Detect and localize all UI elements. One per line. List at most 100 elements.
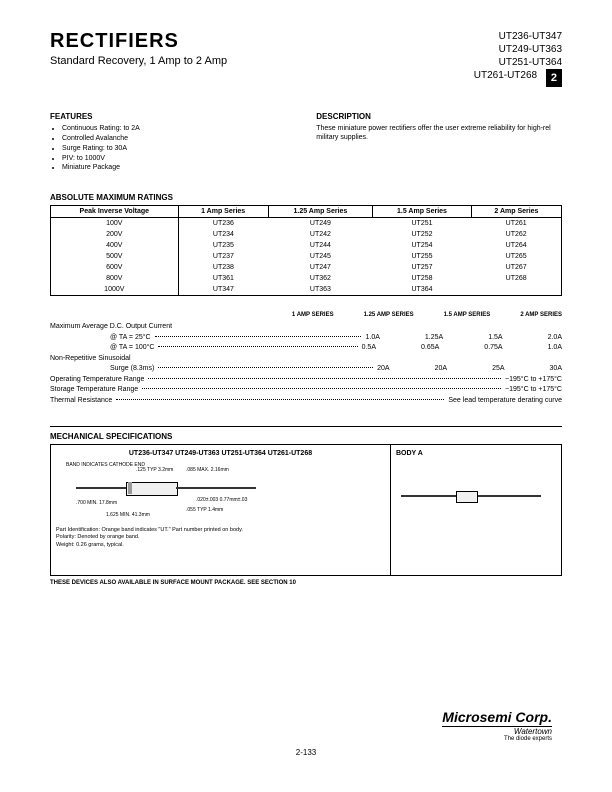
features-heading: FEATURES xyxy=(50,112,296,121)
spec-value: 1.0A xyxy=(548,343,562,354)
table-header: 1.5 Amp Series xyxy=(373,206,472,218)
table-cell: 200V xyxy=(51,229,179,240)
table-cell: UT364 xyxy=(373,284,472,296)
table-cell: UT265 xyxy=(471,251,561,262)
table-header: 2 Amp Series xyxy=(471,206,561,218)
table-cell: UT247 xyxy=(268,262,372,273)
spec-value: 25A xyxy=(492,364,504,375)
table-row: 400VUT235UT244UT254UT264 xyxy=(51,240,562,251)
table-cell: UT254 xyxy=(373,240,472,251)
mechanical-diagram-right: BODY A xyxy=(391,445,561,575)
page-number: 2-133 xyxy=(296,748,316,757)
spec-value: 0.5A xyxy=(362,343,376,354)
series-header: 1.5 AMP SERIES xyxy=(444,311,491,320)
series-header: 1 AMP SERIES xyxy=(292,311,334,320)
dimension: .700 MIN. 17.8mm xyxy=(76,500,117,506)
table-cell xyxy=(471,284,561,296)
spec-value: 0.75A xyxy=(484,343,502,354)
spec-label: Thermal Resistance xyxy=(50,396,112,407)
spec-label: Operating Temperature Range xyxy=(50,375,144,386)
spec-value: 1.0A xyxy=(365,333,379,344)
table-row: 200VUT234UT242UT252UT262 xyxy=(51,229,562,240)
table-cell: UT249 xyxy=(268,218,372,230)
table-cell: UT251 xyxy=(373,218,472,230)
part-range: UT249-UT363 xyxy=(474,43,562,56)
feature-item: PIV: to 1000V xyxy=(62,154,296,164)
table-row: 500VUT237UT245UT255UT265 xyxy=(51,251,562,262)
part-range: UT251-UT364 xyxy=(499,57,562,68)
table-cell: UT257 xyxy=(373,262,472,273)
company-name: Microsemi Corp. xyxy=(442,709,552,727)
dimension: .020±.003 0.77mm±.03 xyxy=(196,497,247,503)
dimension: .125 TYP 3.2mm xyxy=(136,467,173,473)
table-cell: UT261 xyxy=(471,218,561,230)
table-cell: UT258 xyxy=(373,273,472,284)
feature-item: Controlled Avalanche xyxy=(62,134,296,144)
table-cell: UT237 xyxy=(178,251,268,262)
dimension: 1.625 MIN. 41.3mm xyxy=(106,512,150,518)
features-list: Continuous Rating: to 2A Controlled Aval… xyxy=(50,124,296,173)
spec-label: Storage Temperature Range xyxy=(50,385,138,396)
section-badge: 2 xyxy=(546,69,562,87)
table-cell: 500V xyxy=(51,251,179,262)
spec-value: 2.0A xyxy=(548,333,562,344)
footer-note: THESE DEVICES ALSO AVAILABLE IN SURFACE … xyxy=(50,580,562,586)
table-row: 600VUT238UT247UT257UT267 xyxy=(51,262,562,273)
table-cell: 400V xyxy=(51,240,179,251)
mechanical-diagram-left: UT236-UT347 UT249-UT363 UT251-UT364 UT26… xyxy=(51,445,391,575)
spec-value: 1.25A xyxy=(425,333,443,344)
ratings-heading: ABSOLUTE MAXIMUM RATINGS xyxy=(50,193,562,202)
page-title: RECTIFIERS xyxy=(50,30,227,53)
part-range: UT261-UT268 xyxy=(474,70,537,81)
feature-item: Continuous Rating: to 2A xyxy=(62,124,296,134)
mech-note: Part Identification: Orange band indicat… xyxy=(56,527,385,534)
mech-header-left: UT236-UT347 UT249-UT363 UT251-UT364 UT26… xyxy=(56,450,385,457)
spec-value: 20A xyxy=(435,364,447,375)
band-label: BAND INDICATES CATHODE END xyxy=(66,462,145,468)
table-cell: UT245 xyxy=(268,251,372,262)
table-cell: UT255 xyxy=(373,251,472,262)
table-cell: 600V xyxy=(51,262,179,273)
spec-label: @ TA = 100°C xyxy=(50,343,154,354)
part-number-list: UT236-UT347 UT249-UT363 UT251-UT364 UT26… xyxy=(474,30,562,87)
table-cell: UT244 xyxy=(268,240,372,251)
table-cell: 100V xyxy=(51,218,179,230)
table-header: Peak Inverse Voltage xyxy=(51,206,179,218)
mech-header-right: BODY A xyxy=(396,450,556,457)
spec-label: Non-Repetitive Sinusoidal xyxy=(50,354,562,365)
table-cell: UT362 xyxy=(268,273,372,284)
mech-note: Weight: 0.26 grams, typical. xyxy=(56,542,385,549)
spec-value: 1.5A xyxy=(488,333,502,344)
company-location: Watertown xyxy=(442,727,552,736)
description-heading: DESCRIPTION xyxy=(316,112,562,121)
table-cell: UT252 xyxy=(373,229,472,240)
feature-item: Surge Rating: to 30A xyxy=(62,144,296,154)
spec-value: 20A xyxy=(377,364,389,375)
company-tagline: The diode experts xyxy=(442,736,552,742)
table-cell: 1000V xyxy=(51,284,179,296)
table-cell: UT267 xyxy=(471,262,561,273)
series-header: 2 AMP SERIES xyxy=(520,311,562,320)
table-cell: UT235 xyxy=(178,240,268,251)
company-logo: Microsemi Corp. Watertown The diode expe… xyxy=(442,709,552,742)
table-row: 100VUT236UT249UT251UT261 xyxy=(51,218,562,230)
table-cell: UT264 xyxy=(471,240,561,251)
spec-value: See lead temperature derating curve xyxy=(448,396,562,407)
spec-label: Maximum Average D.C. Output Current xyxy=(50,322,562,333)
table-cell: UT361 xyxy=(178,273,268,284)
feature-item: Miniature Package xyxy=(62,163,296,173)
description-text: These miniature power rectifiers offer t… xyxy=(316,124,562,142)
spec-value: −195°C to +175°C xyxy=(505,375,562,386)
spec-label: @ TA = 25°C xyxy=(50,333,151,344)
table-cell: UT242 xyxy=(268,229,372,240)
part-range: UT236-UT347 xyxy=(474,30,562,43)
spec-value: 30A xyxy=(550,364,562,375)
ratings-table: Peak Inverse Voltage 1 Amp Series 1.25 A… xyxy=(50,205,562,296)
table-cell: UT347 xyxy=(178,284,268,296)
series-header: 1.25 AMP SERIES xyxy=(364,311,414,320)
table-header: 1 Amp Series xyxy=(178,206,268,218)
table-cell: UT236 xyxy=(178,218,268,230)
table-cell: UT234 xyxy=(178,229,268,240)
spec-label: Surge (8.3ms) xyxy=(50,364,154,375)
mech-note: Polarity: Denoted by orange band. xyxy=(56,534,385,541)
